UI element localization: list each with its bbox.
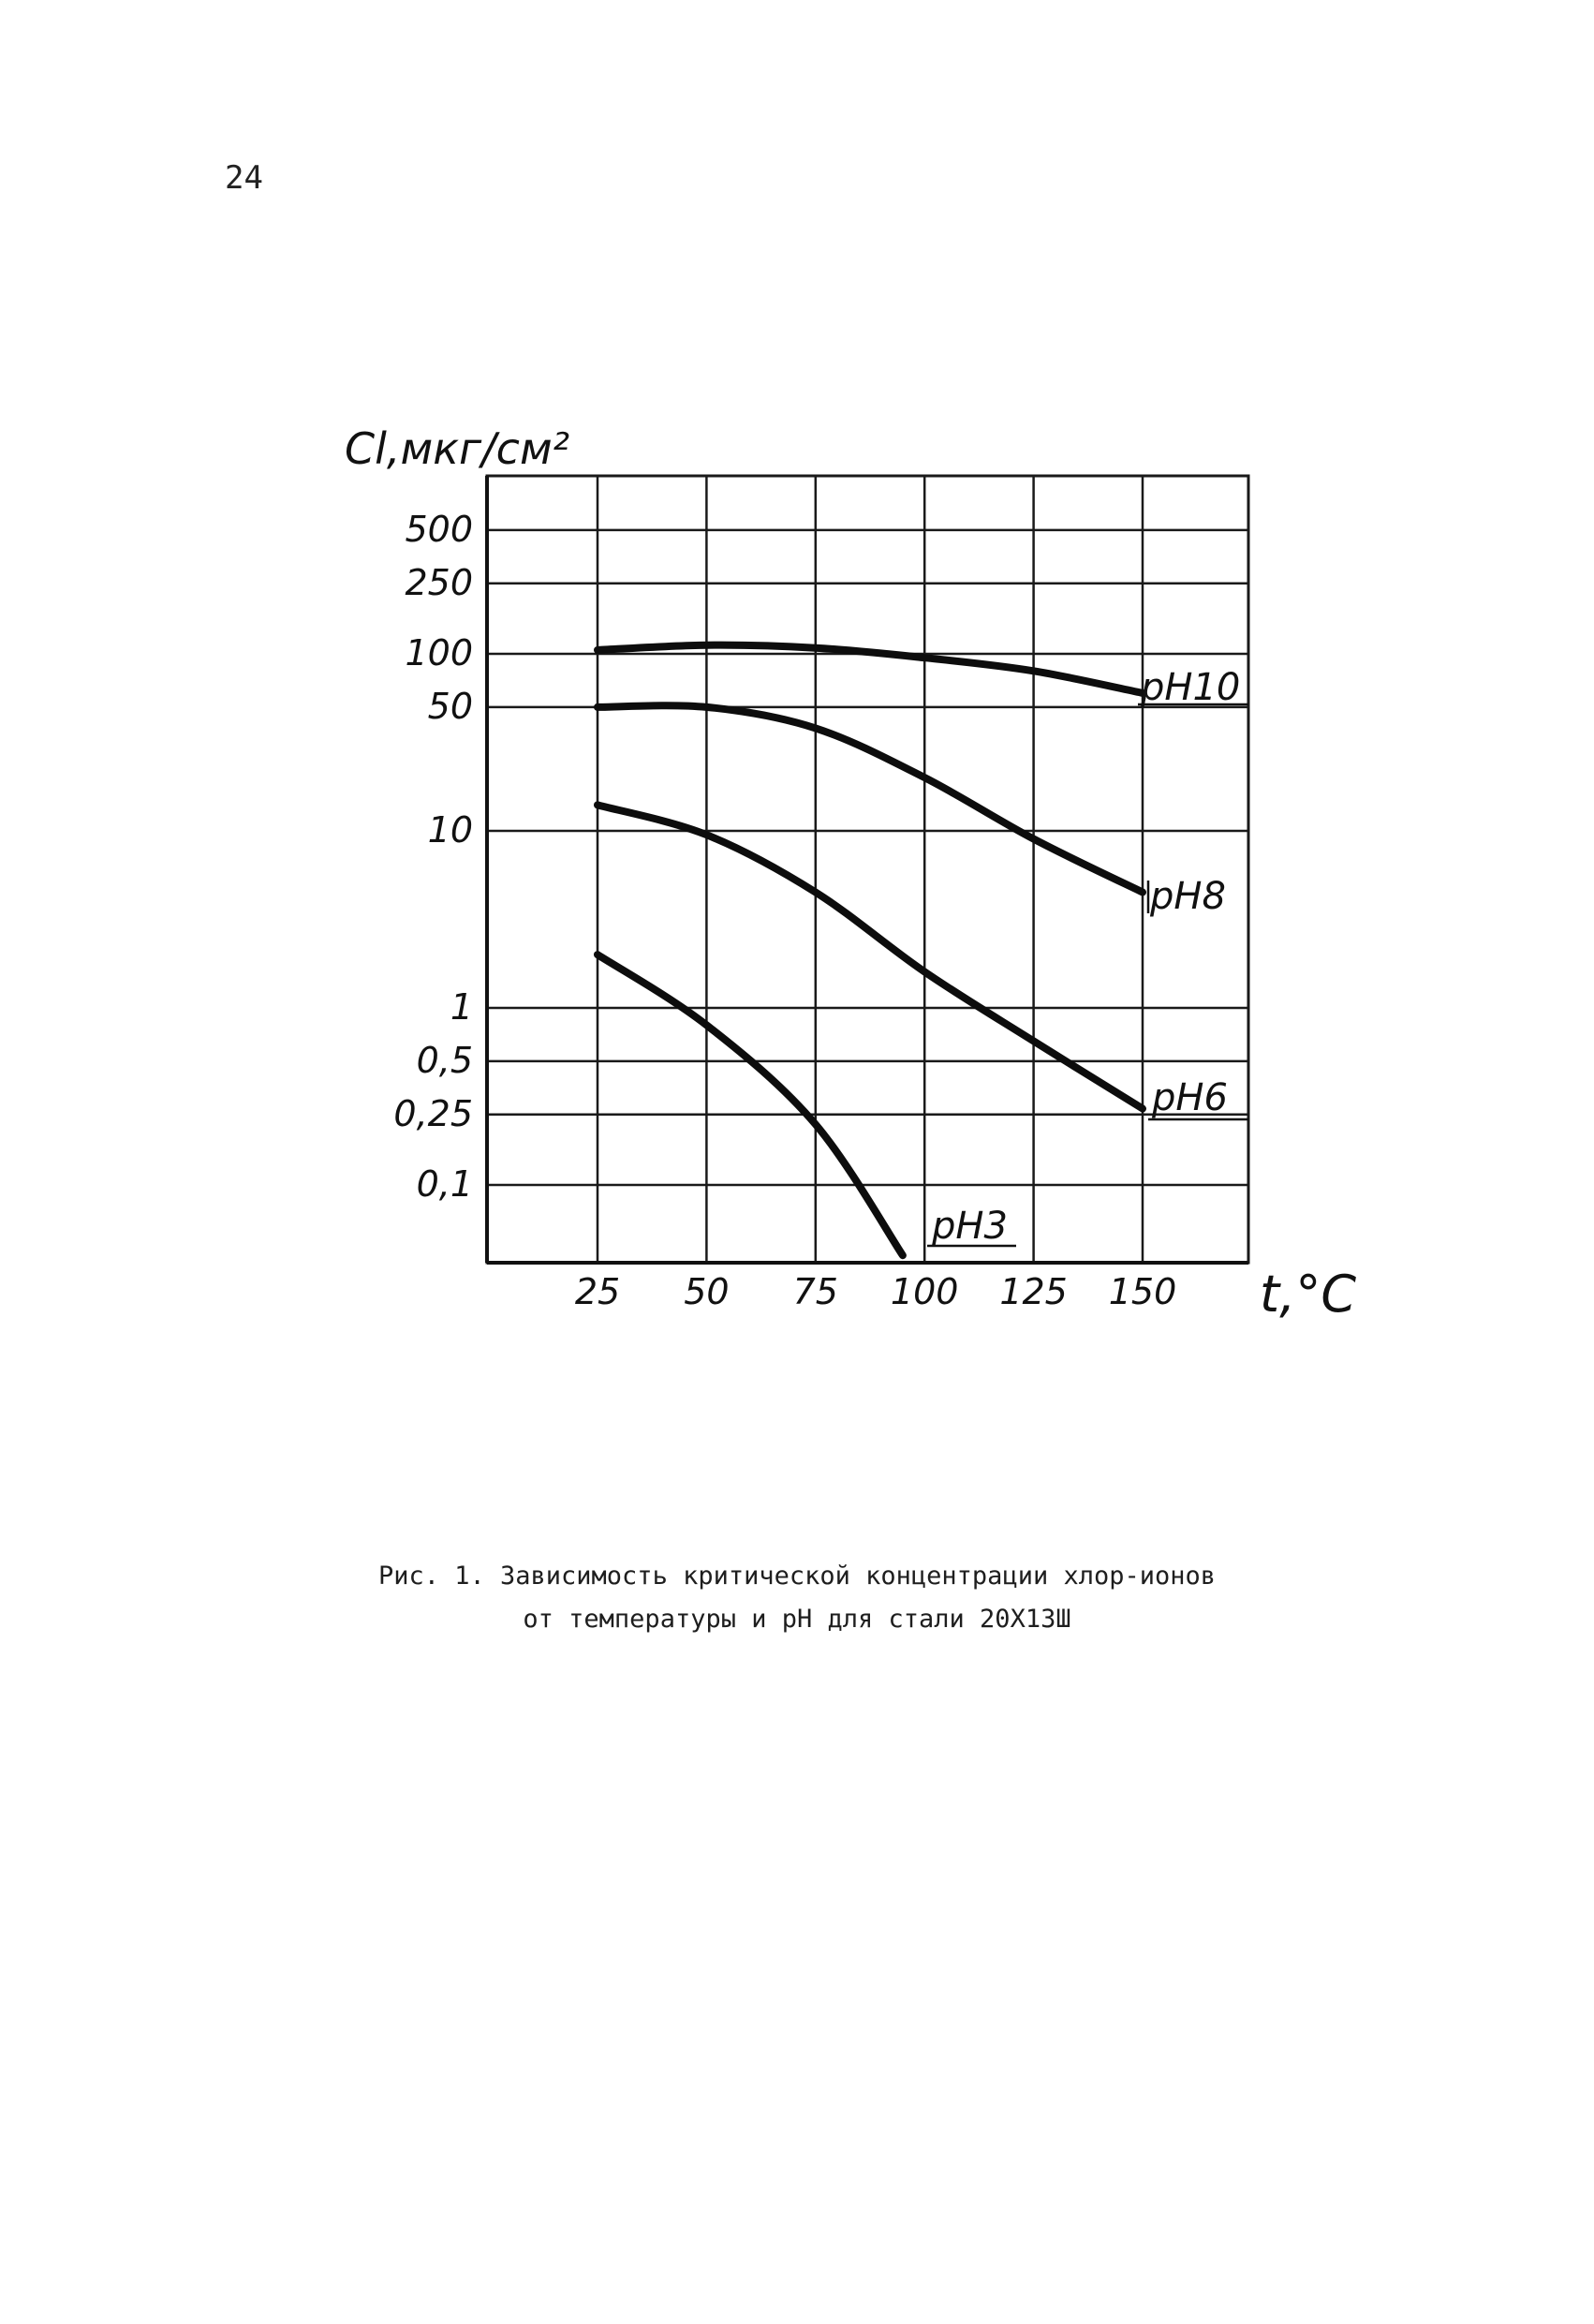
x-tick-label: 50 bbox=[684, 1271, 729, 1312]
y-tick-label: 0,25 bbox=[393, 1093, 473, 1134]
x-tick-label: 150 bbox=[1109, 1271, 1177, 1312]
page-number: 24 bbox=[225, 159, 263, 197]
series-label-ph6: pH6 bbox=[1151, 1076, 1228, 1119]
series-label-ph3: pH3 bbox=[931, 1205, 1008, 1248]
y-tick-label: 0,1 bbox=[417, 1163, 473, 1205]
y-tick-label: 250 bbox=[405, 562, 473, 603]
caption-line-1: Рис. 1. Зависимость критической концентр… bbox=[377, 1562, 1217, 1591]
series-label-ph10: pH10 bbox=[1140, 666, 1240, 709]
series-labels: pH10 pH8 pH6 pH3 bbox=[927, 666, 1248, 1248]
plot-frame bbox=[485, 474, 1250, 1265]
y-tick-label: 50 bbox=[428, 686, 473, 727]
x-tick-label: 125 bbox=[999, 1271, 1068, 1312]
y-tick-label: 1 bbox=[450, 986, 473, 1028]
y-tick-label: 500 bbox=[405, 509, 473, 550]
chart-grid bbox=[485, 474, 1250, 1265]
figure-caption: Рис. 1. Зависимость критической концентр… bbox=[0, 1555, 1594, 1641]
series-label-ph8: pH8 bbox=[1149, 875, 1226, 918]
series-line-ph8 bbox=[594, 702, 1146, 896]
y-axis-label: Cl,мкг/см² bbox=[345, 423, 569, 474]
y-tick-label: 100 bbox=[405, 632, 473, 674]
y-tick-label: 10 bbox=[428, 809, 473, 851]
x-axis-label: t,°C bbox=[1260, 1265, 1356, 1324]
chart-series bbox=[594, 641, 1146, 1260]
caption-line-2: от температуры и pH для стали 20Х13Ш bbox=[523, 1605, 1071, 1634]
series-line-ph6 bbox=[594, 801, 1146, 1113]
x-tick-label: 75 bbox=[793, 1271, 838, 1312]
chart-ticks: 25 50 75 100 125 150 500 250 100 50 10 1 0,5 0,25 0,1 bbox=[393, 509, 1176, 1312]
critical-chloride-chart: 25 50 75 100 125 150500250100501010,50,250,1 … bbox=[345, 423, 1356, 1324]
y-tick-label: 0,5 bbox=[417, 1040, 473, 1081]
x-tick-label: 25 bbox=[575, 1271, 620, 1312]
series-line-ph10 bbox=[594, 641, 1146, 697]
series-line-ph3 bbox=[594, 951, 907, 1260]
x-tick-label: 100 bbox=[891, 1271, 959, 1312]
